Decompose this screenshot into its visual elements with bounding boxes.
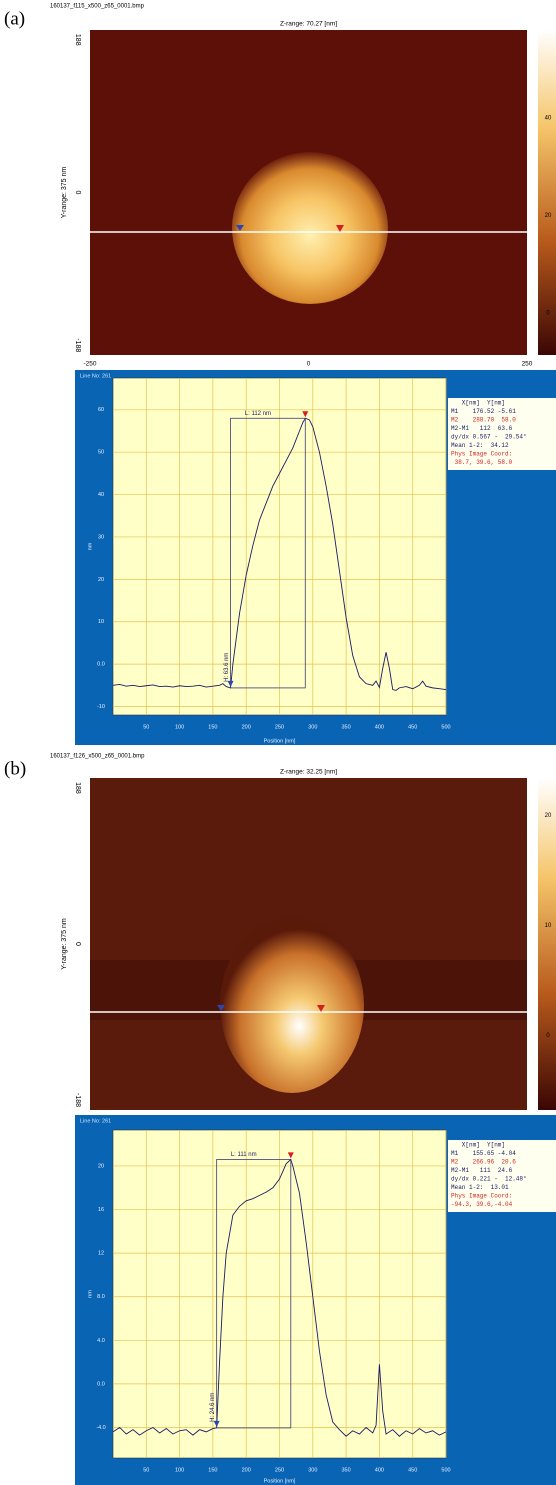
info-line: M1 176.52 -5.61 <box>451 408 516 415</box>
info-line: 38.7, 39.6, 58.0 <box>451 459 513 466</box>
file-name: 160137_f115_x500_z65_0001.bmp <box>50 4 145 10</box>
x-tick-label: 500 <box>441 724 450 730</box>
image-y-tick-label: 0 <box>74 191 81 195</box>
file-name: 160137_f126_x500_z65_0001.bmp <box>50 754 145 760</box>
y-tick-label: -10 <box>97 704 105 710</box>
y-axis-label: nm <box>87 542 93 550</box>
info-line: X[nm] Y[nm] <box>451 1142 505 1149</box>
info-line: M1 155.65 -4.04 <box>451 1150 516 1157</box>
image-x-tick-label: 250 <box>522 361 533 368</box>
panel-label: (b) <box>4 758 26 779</box>
y-tick-label: 20 <box>98 577 104 583</box>
panel-label: (a) <box>4 8 25 29</box>
x-tick-label: 200 <box>242 1467 251 1473</box>
x-tick-label: 350 <box>342 1467 351 1473</box>
particle <box>220 917 364 1093</box>
x-tick-label: 350 <box>342 724 351 730</box>
x-tick-label: 100 <box>175 724 184 730</box>
chart-title: Line No: 261 <box>80 1118 111 1124</box>
height-label: H: 63.6 nm <box>224 653 230 682</box>
image-x-tick-label: 0 <box>307 361 311 368</box>
info-line: Mean 1-2: 34.12 <box>451 442 509 449</box>
x-tick-label: 300 <box>308 724 317 730</box>
info-line: -94.3, 39.6,-4.04 <box>451 1201 513 1208</box>
colorbar <box>538 778 556 1110</box>
y-tick-label: 12 <box>98 1251 104 1257</box>
image-y-tick-label: -188 <box>74 338 81 352</box>
chart-title: Line No: 261 <box>80 373 111 379</box>
colorbar <box>538 30 556 355</box>
x-tick-label: 50 <box>143 1467 149 1473</box>
info-line: Phys Image Coord: <box>451 451 512 458</box>
colorbar-tick-label: 20 <box>545 213 552 219</box>
y-tick-label: 20 <box>98 1163 104 1169</box>
info-line: dy/dx 0.567 - 29.54° <box>451 434 527 441</box>
image-title: Z-range: 32.25 [nm] <box>280 769 337 776</box>
x-tick-label: 450 <box>408 1467 417 1473</box>
image-y-tick-label: 188 <box>74 782 81 794</box>
y-tick-label: 0.0 <box>97 1381 105 1387</box>
x-tick-label: 50 <box>143 724 149 730</box>
y-axis-label: nm <box>87 1290 93 1298</box>
image-y-tick-label: 0 <box>74 942 81 946</box>
y-tick-label: 8.0 <box>97 1294 105 1300</box>
x-tick-label: 200 <box>242 724 251 730</box>
y-tick-label: -4.0 <box>96 1425 105 1431</box>
colorbar-tick-label: 20 <box>545 813 552 819</box>
y-tick-label: 50 <box>98 450 104 456</box>
image-y-tick-label: 188 <box>74 34 81 46</box>
colorbar-tick-label: 40 <box>545 115 552 121</box>
x-tick-label: 400 <box>375 1467 384 1473</box>
x-tick-label: 100 <box>175 1467 184 1473</box>
info-line: M2-M1 111 24.6 <box>451 1167 513 1174</box>
y-tick-label: 0.0 <box>97 662 105 668</box>
image-y-label: Y-range: 375 nm <box>61 918 68 970</box>
x-tick-label: 250 <box>275 1467 284 1473</box>
info-line: X[nm] Y[nm] <box>451 400 505 407</box>
height-label: H: 24.6 nm <box>210 1393 216 1422</box>
info-line: dy/dx 0.221 - 12.48° <box>451 1176 527 1183</box>
x-tick-label: 150 <box>208 724 217 730</box>
y-tick-label: 40 <box>98 492 104 498</box>
x-tick-label: 250 <box>275 724 284 730</box>
length-label: L: 112 nm <box>245 411 271 417</box>
y-tick-label: 16 <box>98 1207 104 1213</box>
info-line: Mean 1-2: 13.01 <box>451 1184 509 1191</box>
particle <box>232 152 388 304</box>
y-tick-label: 10 <box>98 619 104 625</box>
y-tick-label: 4.0 <box>97 1338 105 1344</box>
figure: (a) 160137_f115_x500_z65_0001.bmp Z-range:… <box>0 0 556 1485</box>
x-tick-label: 450 <box>408 724 417 730</box>
info-line: Phys Image Coord: <box>451 1193 512 1200</box>
colorbar-tick-label: 10 <box>545 923 552 929</box>
x-tick-label: 500 <box>441 1467 450 1473</box>
length-label: L: 111 nm <box>231 1152 257 1158</box>
image-y-label: Y-range: 375 nm <box>61 167 68 219</box>
image-y-tick-label: -188 <box>74 1093 81 1107</box>
y-tick-label: 60 <box>98 407 104 413</box>
info-line: M2 266.96 20.6 <box>451 1159 516 1166</box>
x-tick-label: 400 <box>375 724 384 730</box>
image-title: Z-range: 70.27 [nm] <box>280 21 337 28</box>
x-tick-label: 300 <box>308 1467 317 1473</box>
y-tick-label: 30 <box>98 534 104 540</box>
image-x-tick-label: -250 <box>83 361 96 368</box>
info-line: M2 288.70 58.0 <box>451 417 516 424</box>
x-axis-label: Position [nm] <box>264 1478 296 1484</box>
x-axis-label: Position [nm] <box>264 738 296 744</box>
x-tick-label: 150 <box>208 1467 217 1473</box>
info-line: M2-M1 112 63.6 <box>451 425 513 432</box>
